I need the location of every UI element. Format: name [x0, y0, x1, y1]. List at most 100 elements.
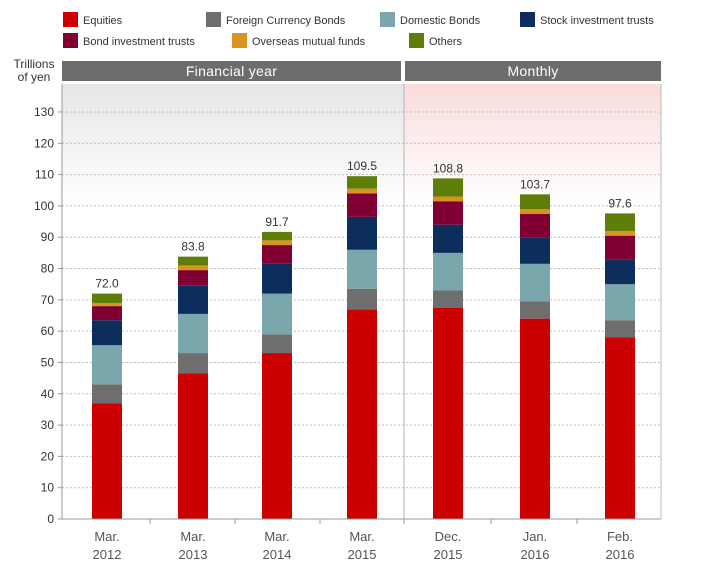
plot-background: [62, 84, 661, 204]
bar-segment: [520, 194, 550, 210]
bar-segment: [520, 263, 550, 302]
bar-segment: [433, 196, 463, 202]
y-tick-label: 30: [41, 418, 55, 432]
y-tick-label: 10: [41, 481, 55, 495]
bar-segment: [262, 240, 292, 246]
bar-segment: [262, 231, 292, 241]
legend: Equities Foreign Currency Bonds Domestic B…: [63, 12, 654, 48]
bar-segment: [262, 353, 292, 519]
section-label-financial-year: Financial year: [186, 63, 277, 79]
legend-label: Others: [429, 36, 463, 48]
legend-swatch: [232, 33, 247, 48]
x-tick-label-month: Jan.: [523, 529, 548, 544]
x-tick-label-year: 2015: [434, 547, 463, 562]
bar-segment: [520, 237, 550, 264]
legend-label: Stock investment trusts: [540, 15, 654, 27]
y-tick-label: 70: [41, 293, 55, 307]
bar-segment: [92, 320, 122, 346]
bars: 72.0 Mar. 2012 83.8 Mar. 2013 91.7 Mar. 2014 109.…: [92, 159, 635, 562]
legend-swatch: [409, 33, 424, 48]
bar-segment: [433, 290, 463, 308]
bar-total-label: 109.5: [347, 159, 377, 173]
legend-label: Overseas mutual funds: [252, 36, 366, 48]
legend-label: Equities: [83, 15, 123, 27]
bar-segment: [605, 235, 635, 260]
bar-segment: [92, 345, 122, 385]
x-tick-label-month: Mar.: [180, 529, 205, 544]
bar-total-label: 103.7: [520, 177, 550, 191]
x-tick-label-month: Dec.: [435, 529, 462, 544]
y-tick-label: 50: [41, 355, 55, 369]
bar-segment: [178, 256, 208, 266]
bar-segment: [178, 353, 208, 374]
y-tick-label: 110: [35, 168, 54, 182]
y-tick-label: 130: [34, 105, 54, 119]
bar-segment: [433, 178, 463, 197]
bar-total-label: 72.0: [95, 277, 119, 291]
y-axis-title-line-2: of yen: [18, 70, 51, 84]
bar-segment: [605, 259, 635, 285]
y-tick-label: 90: [41, 230, 55, 244]
x-tick-label-month: Feb.: [607, 529, 633, 544]
bar-segment: [520, 209, 550, 214]
x-tick-label-year: 2015: [348, 547, 377, 562]
y-tick-label: 40: [41, 387, 55, 401]
y-axis-title-line-1: Trillions: [14, 57, 55, 71]
bar-total-label: 83.8: [181, 240, 205, 254]
bar-segment: [262, 334, 292, 354]
legend-label: Foreign Currency Bonds: [226, 15, 346, 27]
bar-segment: [262, 293, 292, 335]
y-tick-label: 80: [41, 262, 55, 276]
x-tick-label-month: Mar.: [94, 529, 119, 544]
bar-segment: [92, 403, 122, 519]
legend-swatch: [63, 33, 78, 48]
bar-segment: [178, 285, 208, 314]
y-tick-label: 20: [41, 449, 55, 463]
bar-segment: [92, 306, 122, 321]
bar-segment: [347, 309, 377, 519]
bar-segment: [262, 245, 292, 264]
bar-segment: [92, 302, 122, 307]
section-header-bar: [405, 61, 661, 81]
x-tick-label-year: 2014: [263, 547, 292, 562]
x-tick-label-year: 2016: [521, 547, 550, 562]
bar-segment: [347, 188, 377, 194]
bar-total-label: 108.8: [433, 161, 463, 175]
bar-segment: [92, 384, 122, 404]
bar-segment: [262, 263, 292, 294]
bar-segment: [433, 201, 463, 225]
bar-segment: [178, 270, 208, 286]
axes: [61, 84, 662, 524]
legend-label: Domestic Bonds: [400, 15, 481, 27]
x-tick-label-year: 2013: [179, 547, 208, 562]
bar-segment: [520, 213, 550, 238]
bar-segment: [92, 293, 122, 303]
section-header: Financial year Monthly: [62, 61, 661, 81]
bar-segment: [178, 313, 208, 354]
y-tick-label: 0: [47, 512, 54, 526]
bar-total-label: 97.6: [608, 196, 632, 210]
x-tick-label-year: 2016: [606, 547, 635, 562]
bar-segment: [347, 176, 377, 189]
x-tick-label-month: Mar.: [349, 529, 374, 544]
y-tick-label: 60: [41, 324, 55, 338]
bar-segment: [178, 265, 208, 271]
legend-swatch: [520, 12, 535, 27]
bar-segment: [605, 337, 635, 519]
y-tick-label: 120: [34, 136, 54, 150]
bar-segment: [347, 288, 377, 310]
bar-segment: [433, 307, 463, 519]
legend-swatch: [63, 12, 78, 27]
bar-segment: [347, 249, 377, 289]
bar-total-label: 91.7: [265, 215, 289, 229]
section-header-bar: [62, 61, 401, 81]
bar-segment: [433, 224, 463, 253]
section-label-monthly: Monthly: [507, 63, 558, 79]
bar-segment: [605, 230, 635, 236]
bar-segment: [520, 318, 550, 519]
x-tick-label-year: 2012: [93, 547, 122, 562]
bar-segment: [347, 216, 377, 250]
bar-segment: [520, 301, 550, 319]
legend-swatch: [206, 12, 221, 27]
